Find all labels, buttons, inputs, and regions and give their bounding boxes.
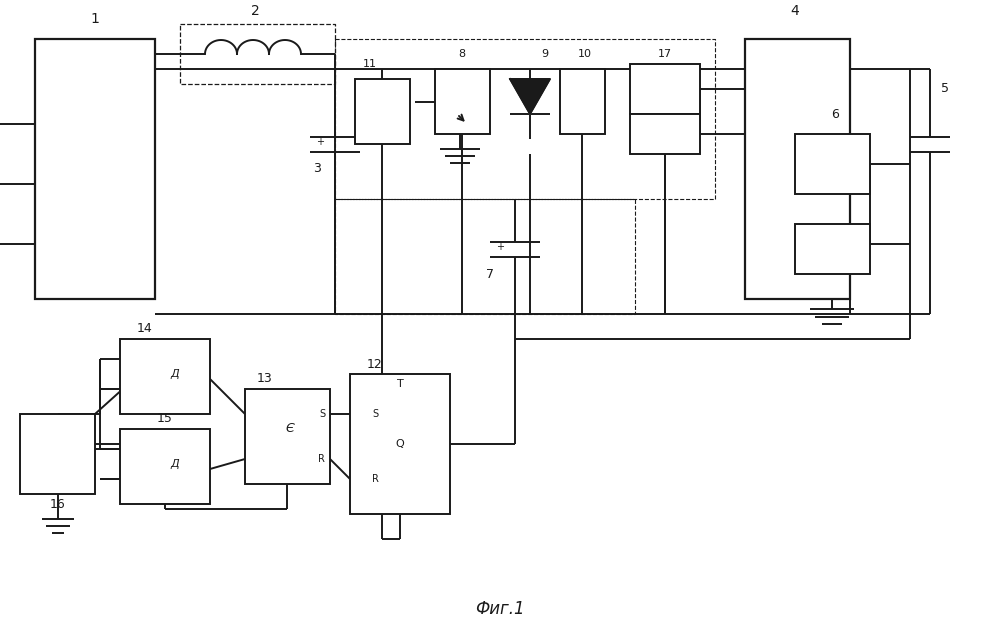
Text: 9: 9 — [541, 49, 549, 59]
Text: 4: 4 — [791, 4, 799, 18]
Text: +: + — [496, 242, 504, 252]
Bar — [435, 69, 490, 134]
Bar — [350, 374, 450, 514]
Text: S: S — [319, 409, 325, 419]
Text: Д: Д — [171, 369, 179, 379]
Text: 6: 6 — [831, 108, 839, 121]
Text: 5: 5 — [941, 82, 949, 96]
Text: S: S — [372, 409, 378, 419]
Text: 12: 12 — [367, 357, 383, 370]
Bar — [630, 114, 700, 154]
Text: 10: 10 — [578, 49, 592, 59]
Text: R: R — [318, 454, 325, 464]
Bar — [630, 64, 700, 114]
Text: 11: 11 — [363, 59, 377, 69]
Bar — [120, 339, 210, 414]
Bar — [795, 224, 870, 274]
Text: 14: 14 — [137, 323, 153, 335]
Text: Q: Q — [396, 439, 404, 449]
Text: 2: 2 — [251, 4, 259, 18]
Text: 15: 15 — [157, 413, 173, 425]
Bar — [20, 414, 95, 494]
Text: Фиг.1: Фиг.1 — [475, 600, 525, 618]
Bar — [35, 39, 155, 299]
Bar — [245, 389, 330, 484]
Text: 17: 17 — [658, 49, 672, 59]
Text: R: R — [372, 474, 378, 484]
Text: 1: 1 — [91, 12, 99, 26]
Text: Є: Є — [286, 423, 294, 435]
Bar — [120, 429, 210, 504]
Text: +: + — [316, 137, 324, 147]
Bar — [795, 134, 870, 194]
Text: Д: Д — [171, 459, 179, 469]
Bar — [560, 69, 605, 134]
Bar — [355, 79, 410, 144]
Text: 16: 16 — [50, 498, 66, 511]
Text: 3: 3 — [313, 162, 321, 175]
Text: T: T — [397, 379, 403, 389]
Text: 8: 8 — [458, 49, 466, 59]
Bar — [745, 39, 850, 299]
Text: 13: 13 — [257, 372, 273, 386]
Text: 7: 7 — [486, 267, 494, 281]
Polygon shape — [510, 79, 550, 114]
Polygon shape — [510, 79, 550, 114]
